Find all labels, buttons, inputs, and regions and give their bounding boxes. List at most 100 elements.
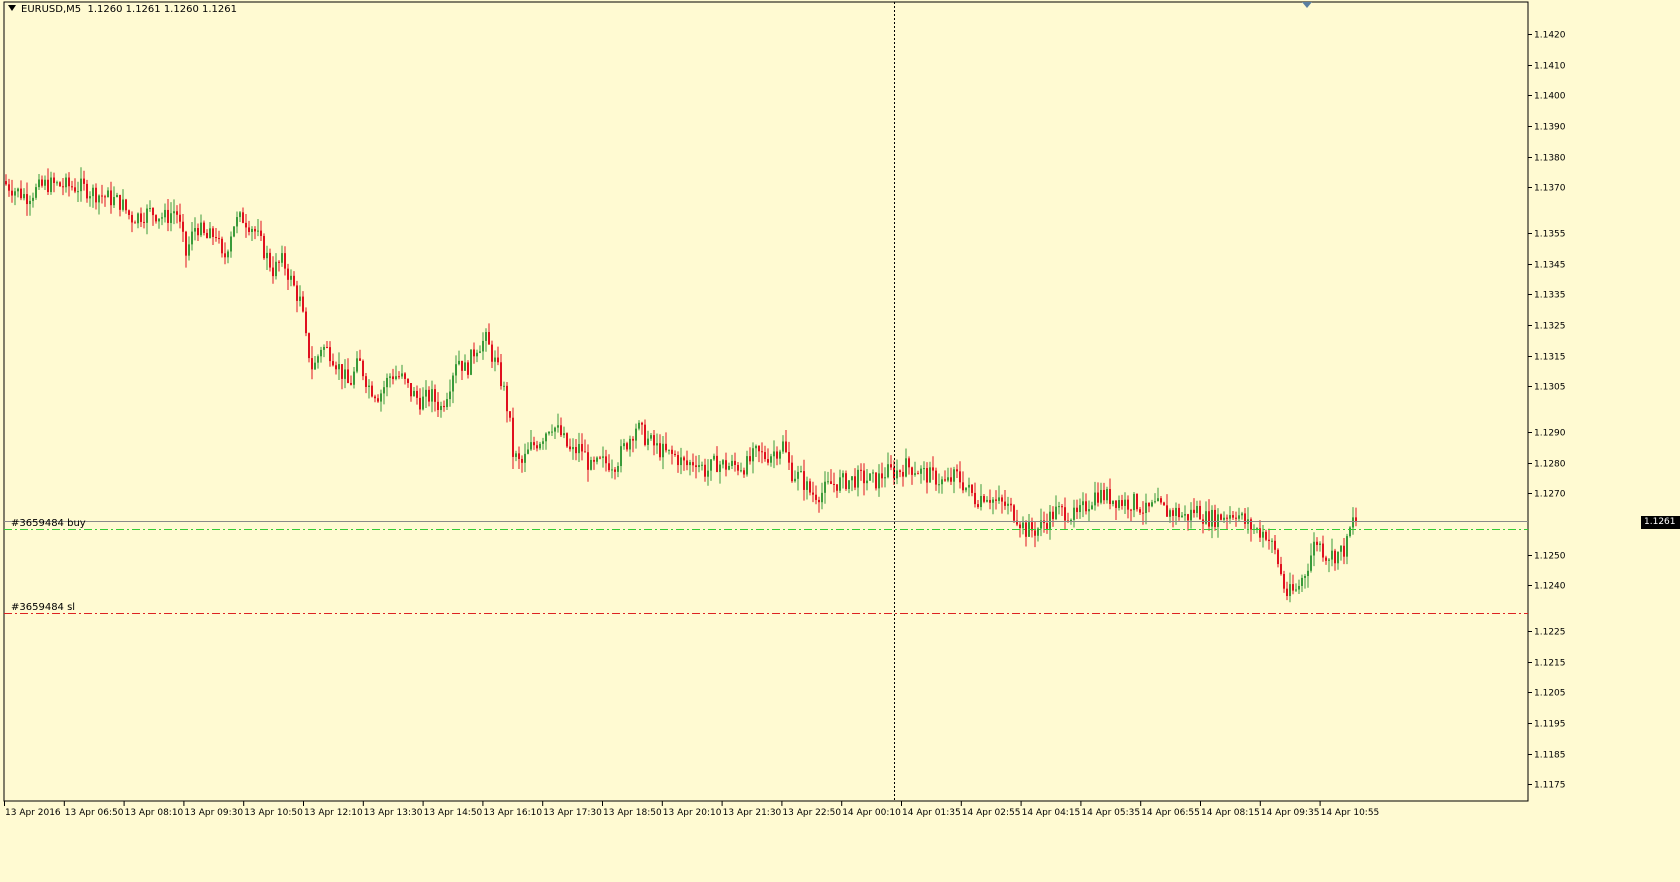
x-tick-label: 14 Apr 06:55 <box>1141 808 1200 818</box>
bear-candle <box>125 199 127 211</box>
x-tick-label: 14 Apr 05:35 <box>1081 808 1140 818</box>
bear-candle <box>989 499 991 503</box>
bear-candle <box>518 453 520 459</box>
bull-candle <box>992 499 994 503</box>
bull-candle <box>209 228 211 239</box>
bear-candle <box>347 369 349 383</box>
bull-candle <box>872 472 874 474</box>
bear-candle <box>1172 510 1174 516</box>
chart-header: EURUSD,M5 1.1260 1.1261 1.1260 1.1261 <box>8 4 237 15</box>
bull-candle <box>191 231 193 245</box>
bear-candle <box>224 253 226 258</box>
bear-candle <box>599 457 601 459</box>
bull-candle <box>65 177 67 188</box>
bear-candle <box>716 455 718 472</box>
bull-candle <box>869 473 871 481</box>
bull-candle <box>968 484 970 488</box>
bear-candle <box>467 362 469 375</box>
bull-candle <box>1040 520 1042 529</box>
bull-candle <box>878 473 880 489</box>
bear-candle <box>587 452 589 470</box>
bull-candle <box>122 199 124 210</box>
bear-candle <box>293 275 295 286</box>
bear-candle <box>845 473 847 489</box>
bear-candle <box>278 261 280 263</box>
bear-candle <box>956 469 958 472</box>
bull-candle <box>1157 498 1159 502</box>
bear-candle <box>182 221 184 232</box>
bull-candle <box>629 438 631 450</box>
bull-candle <box>380 393 382 402</box>
bull-candle <box>800 471 802 473</box>
bear-candle <box>971 484 973 493</box>
bear-candle <box>254 228 256 232</box>
bull-candle <box>554 427 556 432</box>
bear-candle <box>1034 530 1036 536</box>
chart-shift-marker-icon[interactable] <box>1302 2 1312 8</box>
bull-candle <box>620 446 622 467</box>
bull-candle <box>662 443 664 458</box>
bear-candle <box>119 194 121 210</box>
bear-candle <box>206 232 208 239</box>
bull-candle <box>431 389 433 402</box>
bear-candle <box>416 390 418 398</box>
bear-candle <box>665 443 667 451</box>
bear-candle <box>1010 503 1012 506</box>
bull-candle <box>158 218 160 222</box>
bull-candle <box>17 188 19 192</box>
chart-frame <box>3 1 1529 802</box>
bear-candle <box>767 459 769 463</box>
bear-candle <box>143 221 145 223</box>
bear-candle <box>560 425 562 436</box>
y-tick-label: 1.1250 <box>1534 552 1566 562</box>
bull-candle <box>1337 551 1339 564</box>
bull-candle <box>413 390 415 397</box>
bear-candle <box>242 212 244 223</box>
x-tick-label: 14 Apr 10:55 <box>1321 808 1380 818</box>
bull-candle <box>257 230 259 232</box>
bear-candle <box>593 459 595 462</box>
dropdown-triangle-icon[interactable] <box>8 5 16 11</box>
x-tick-label: 13 Apr 12:10 <box>304 808 363 818</box>
y-tick-label: 1.1225 <box>1534 628 1566 638</box>
bear-candle <box>911 467 913 475</box>
x-tick-label: 13 Apr 14:50 <box>424 808 483 818</box>
bear-candle <box>20 188 22 199</box>
bull-candle <box>422 396 424 410</box>
bear-candle <box>803 471 805 490</box>
bear-candle <box>632 438 634 441</box>
bull-candle <box>668 449 670 451</box>
bear-candle <box>944 479 946 481</box>
bear-candle <box>167 209 169 223</box>
bear-candle <box>461 360 463 371</box>
bull-candle <box>299 296 301 301</box>
bear-candle <box>809 481 811 493</box>
bull-candle <box>596 457 598 462</box>
bear-candle <box>1226 517 1228 519</box>
bear-candle <box>1280 564 1282 575</box>
bear-candle <box>305 311 307 334</box>
x-tick-label: 13 Apr 21:30 <box>723 808 782 818</box>
bull-candle <box>722 460 724 465</box>
candles-layer <box>5 167 1357 603</box>
bull-candle <box>200 222 202 236</box>
bear-candle <box>605 456 607 464</box>
bear-candle <box>836 484 838 491</box>
bear-candle <box>935 470 937 485</box>
y-tick-label: 1.1315 <box>1534 353 1566 363</box>
bull-candle <box>527 449 529 454</box>
bull-candle <box>929 467 931 483</box>
bear-candle <box>1268 539 1270 542</box>
bull-candle <box>842 473 844 478</box>
overlay-layer <box>4 2 1528 801</box>
bear-candle <box>1343 545 1345 557</box>
bear-candle <box>404 373 406 379</box>
x-tick-label: 13 Apr 13:30 <box>364 808 423 818</box>
y-tick-label: 1.1390 <box>1534 123 1566 133</box>
bull-candle <box>1196 505 1198 514</box>
bear-candle <box>1355 517 1357 522</box>
bull-candle <box>395 376 397 380</box>
bear-candle <box>830 481 832 484</box>
bull-candle <box>23 194 25 199</box>
